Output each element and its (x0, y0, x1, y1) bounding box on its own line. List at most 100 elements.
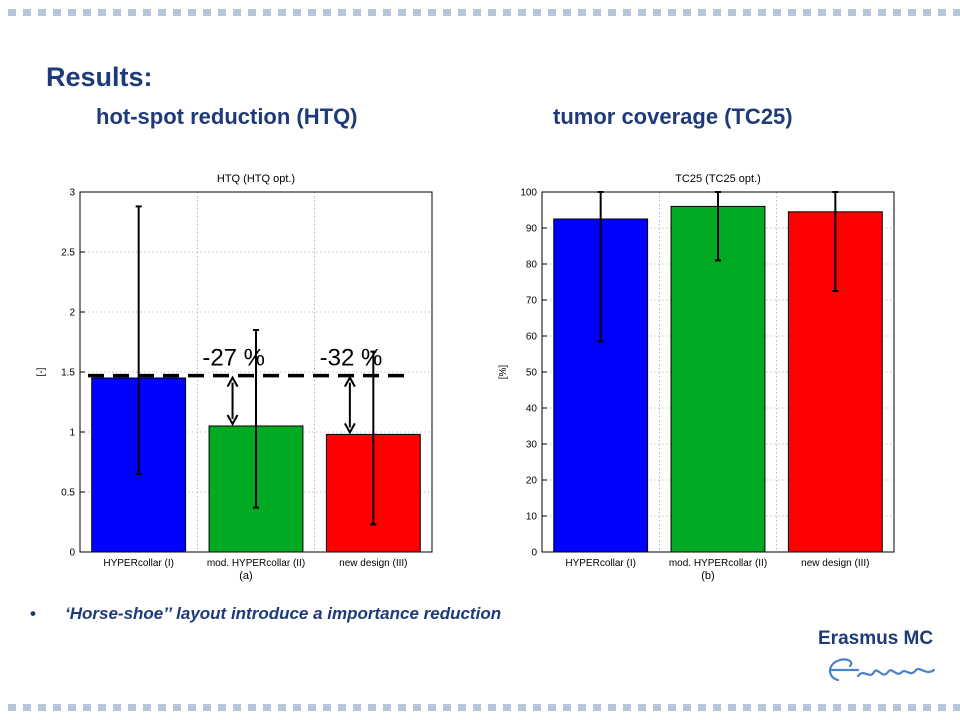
border-dot (98, 704, 106, 711)
border-dot (638, 704, 646, 711)
y-tick-label: 2 (69, 308, 75, 319)
border-dot (503, 704, 511, 711)
subtitle-tumor-coverage: tumor coverage (TC25) (553, 104, 793, 129)
border-dot (653, 9, 661, 16)
reduction-arrow-head-down (343, 422, 356, 435)
border-dot (863, 9, 871, 16)
border-dot (518, 704, 526, 711)
border-dot (443, 704, 451, 711)
bar-2 (670, 205, 766, 553)
border-dot (263, 704, 271, 711)
border-dot (173, 9, 181, 16)
border-dot (143, 9, 151, 16)
border-dot (893, 704, 901, 711)
border-dot (878, 9, 886, 16)
y-tick-label: 60 (526, 332, 538, 343)
y-tick-label: 10 (526, 512, 538, 523)
border-dot (623, 9, 631, 16)
y-tick-label: 40 (526, 404, 538, 415)
logo-text: Erasmus MC (818, 628, 934, 649)
border-dot (533, 704, 541, 711)
y-axis-label: [-] (36, 367, 47, 376)
border-dot (353, 704, 361, 711)
border-dot (938, 704, 946, 711)
border-dot (743, 704, 751, 711)
reduction-arrow-head-down (226, 414, 239, 427)
border-dot (773, 704, 781, 711)
border-dot (383, 9, 391, 16)
border-dot (113, 704, 121, 711)
border-dot (233, 9, 241, 16)
border-dot (818, 704, 826, 711)
border-dot (548, 9, 556, 16)
reduction-annotation: -27 % (202, 345, 265, 372)
border-dot (488, 9, 496, 16)
y-tick-label: 20 (526, 476, 538, 487)
category-label: HYPERcollar (I) (103, 558, 174, 569)
border-dot (803, 704, 811, 711)
category-label: mod. HYPERcollar (II) (207, 558, 305, 569)
border-dot (698, 704, 706, 711)
border-dot (218, 704, 226, 711)
chart-title: TC25 (TC25 opt.) (675, 173, 761, 185)
erasmus-mc-logo: Erasmus MC (818, 628, 948, 690)
border-dot (368, 9, 376, 16)
border-dot (713, 9, 721, 16)
border-dot (83, 9, 91, 16)
bottom-dotted-border (8, 704, 960, 711)
border-dot (488, 704, 496, 711)
border-dot (233, 704, 241, 711)
border-dot (818, 9, 826, 16)
border-dot (128, 9, 136, 16)
y-tick-label: 0 (69, 548, 75, 559)
border-dot (713, 704, 721, 711)
border-dot (698, 9, 706, 16)
border-dot (608, 704, 616, 711)
border-dot (278, 9, 286, 16)
border-dot (323, 9, 331, 16)
y-tick-label: 90 (526, 224, 538, 235)
border-dot (518, 9, 526, 16)
border-dot (653, 704, 661, 711)
bullet-text: ‘Horse-shoe’’ layout introduce a importa… (65, 604, 502, 623)
border-dot (848, 9, 856, 16)
border-dot (53, 704, 61, 711)
border-dot (668, 704, 676, 711)
border-dot (338, 704, 346, 711)
y-tick-label: 30 (526, 440, 538, 451)
y-tick-label: 3 (69, 188, 75, 199)
plot-frame (79, 191, 433, 553)
border-dot (353, 9, 361, 16)
border-dot (758, 704, 766, 711)
y-tick-label: 0.5 (61, 488, 75, 499)
reduction-annotation: -32 % (320, 345, 383, 372)
category-label: new design (III) (339, 558, 407, 569)
logo-signature-icon (828, 658, 936, 682)
border-dot (428, 9, 436, 16)
border-dot (668, 9, 676, 16)
border-dot (458, 704, 466, 711)
border-dot (683, 9, 691, 16)
border-dot (113, 9, 121, 16)
border-dot (413, 704, 421, 711)
border-dot (923, 9, 931, 16)
border-dot (473, 9, 481, 16)
border-dot (908, 704, 916, 711)
border-dot (848, 704, 856, 711)
border-dot (563, 9, 571, 16)
border-dot (608, 9, 616, 16)
htq-chart: HTQ (HTQ opt.) [-] 0 0.5 1 1.5 2 2.5 3 HYPERcolla… (36, 173, 433, 582)
subtitle-hot-spot-reduction: hot-spot reduction (HTQ) (96, 104, 358, 129)
border-dot (398, 9, 406, 16)
border-dot (953, 9, 960, 16)
top-dotted-border (8, 9, 960, 16)
y-tick-label: 70 (526, 296, 538, 307)
x-axis-label: (b) (701, 570, 714, 582)
reduction-arrow-head-up (226, 375, 239, 388)
border-dot (248, 9, 256, 16)
border-dot (593, 704, 601, 711)
border-dot (428, 704, 436, 711)
y-tick-label: 2.5 (61, 248, 75, 259)
border-dot (143, 704, 151, 711)
border-dot (458, 9, 466, 16)
